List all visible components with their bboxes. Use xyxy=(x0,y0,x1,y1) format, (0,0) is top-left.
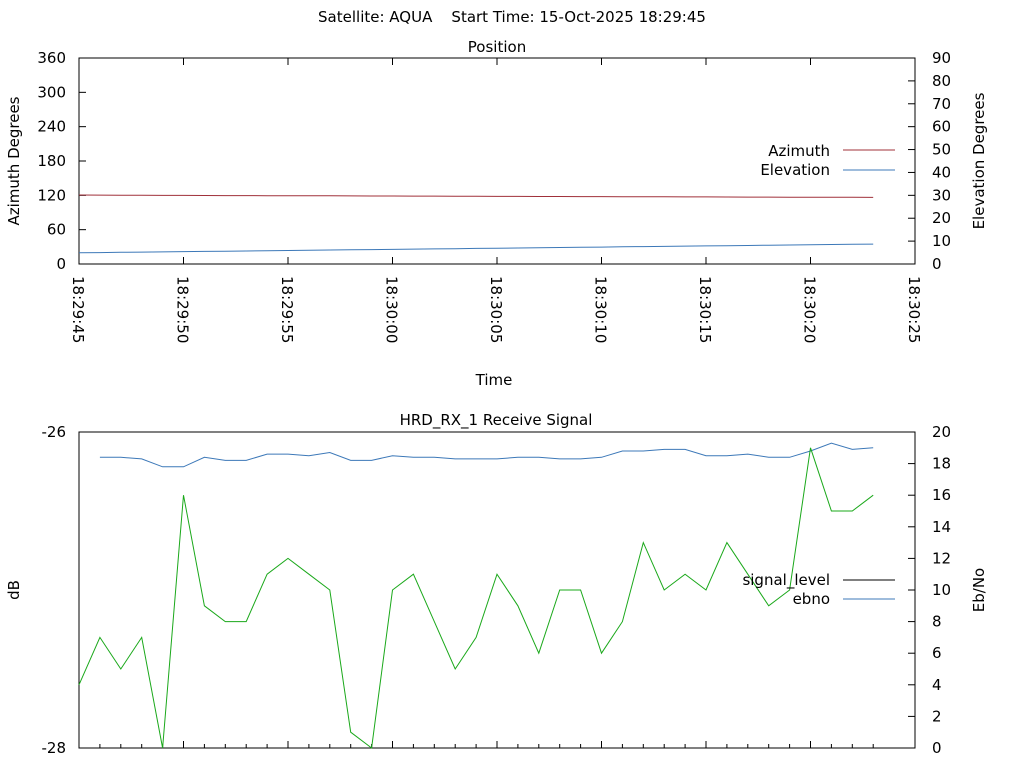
y2-tick-label: 18 xyxy=(932,455,951,473)
azimuth-series-line xyxy=(78,194,874,198)
y2-tick-label: 20 xyxy=(932,209,951,227)
y2-tick-label: 6 xyxy=(932,644,942,662)
legend-azimuth-label: Azimuth xyxy=(768,142,830,160)
x-tick-label: 18:30:15 xyxy=(696,276,714,343)
y-tick-label: 180 xyxy=(37,152,66,170)
y2-tick-label: 8 xyxy=(932,613,942,631)
elevation-series-line xyxy=(78,243,874,254)
y2-tick-label: 90 xyxy=(932,49,951,67)
y2-tick-label: 60 xyxy=(932,118,951,136)
position-y-axis-label: Azimuth Degrees xyxy=(5,96,23,225)
y2-tick-label: 20 xyxy=(932,423,951,441)
y2-tick-label: 2 xyxy=(932,707,942,725)
y-tick-label: 360 xyxy=(37,49,66,67)
y-tick-label: 300 xyxy=(37,83,66,101)
x-tick-label: 18:30:25 xyxy=(905,276,923,343)
position-legend: Azimuth Elevation xyxy=(760,142,895,179)
signal-chart-title: HRD_RX_1 Receive Signal xyxy=(400,411,593,430)
legend-ebno-label: ebno xyxy=(793,590,830,608)
y2-tick-label: 10 xyxy=(932,581,951,599)
x-tick-label: 18:30:00 xyxy=(383,276,401,343)
y2-tick-label: 40 xyxy=(932,163,951,181)
position-ticks: 0 60 120 180 240 300 360 0 10 20 30 40 50 60 70 80 90 18:… xyxy=(37,49,951,343)
signal-series-line xyxy=(78,447,874,749)
start-time-label: Start Time: 15-Oct-2025 18:29:45 xyxy=(451,8,706,26)
position-chart-title: Position xyxy=(468,38,526,56)
position-chart: Position Azimuth Degrees Elevation Degre… xyxy=(5,38,988,389)
signal-ticks: -28 -26 0 2 4 6 8 10 12 14 16 18 20 xyxy=(42,423,952,757)
y-tick-label: -28 xyxy=(42,739,67,757)
satellite-label: Satellite: AQUA xyxy=(318,8,433,26)
signal-chart: HRD_RX_1 Receive Signal dB Eb/No -28 -26 0… xyxy=(5,411,988,757)
y2-tick-label: 0 xyxy=(932,739,942,757)
x-tick-label: 18:30:20 xyxy=(801,276,819,343)
y2-tick-label: 14 xyxy=(932,518,951,536)
y2-tick-label: 30 xyxy=(932,186,951,204)
x-tick-label: 18:30:10 xyxy=(592,276,610,343)
y-tick-label: 240 xyxy=(37,118,66,136)
signal-y-axis-label: dB xyxy=(5,580,23,600)
signal-y2-axis-label: Eb/No xyxy=(970,568,988,612)
x-tick-label: 18:29:55 xyxy=(278,276,296,343)
x-tick-label: 18:29:45 xyxy=(69,276,87,343)
y2-tick-label: 12 xyxy=(932,549,951,567)
position-x-axis-label: Time xyxy=(475,371,513,389)
position-y2-axis-label: Elevation Degrees xyxy=(970,92,988,229)
y2-tick-label: 16 xyxy=(932,486,951,504)
x-tick-label: 18:29:50 xyxy=(174,276,192,343)
y-tick-label: 60 xyxy=(47,221,66,239)
ebno-series-line xyxy=(99,442,874,468)
x-tick-label: 18:30:05 xyxy=(487,276,505,343)
y2-tick-label: 0 xyxy=(932,255,942,273)
y-tick-label: 0 xyxy=(56,255,66,273)
y2-tick-label: 50 xyxy=(932,141,951,159)
y-tick-label: -26 xyxy=(42,423,67,441)
y-tick-label: 120 xyxy=(37,186,66,204)
y2-tick-label: 80 xyxy=(932,72,951,90)
y2-tick-label: 10 xyxy=(932,232,951,250)
legend-elevation-label: Elevation xyxy=(760,161,830,179)
legend-signal-level-label: signal_level xyxy=(742,571,830,590)
position-series xyxy=(78,194,874,254)
chart-header: Satellite: AQUA Start Time: 15-Oct-2025 … xyxy=(0,8,1024,26)
signal-legend: signal_level ebno xyxy=(742,571,895,608)
signal-series xyxy=(78,442,874,749)
y2-tick-label: 4 xyxy=(932,676,942,694)
y2-tick-label: 70 xyxy=(932,95,951,113)
